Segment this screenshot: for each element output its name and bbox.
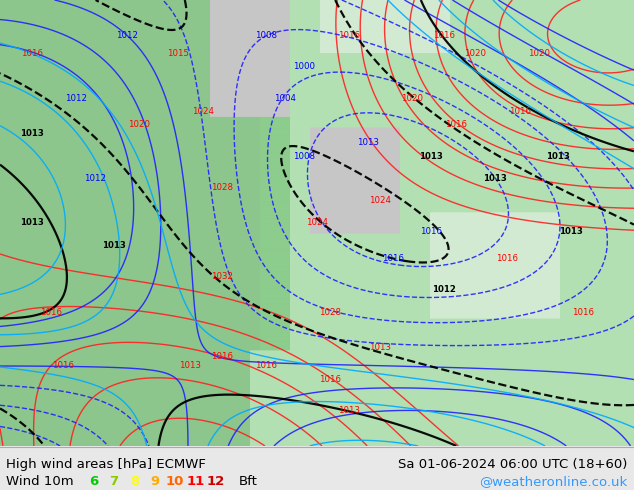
Text: Wind 10m: Wind 10m [6, 475, 74, 488]
Text: 1013: 1013 [20, 219, 44, 227]
Text: 1028: 1028 [319, 308, 340, 317]
Text: 1020: 1020 [528, 49, 550, 58]
Text: 1016: 1016 [446, 121, 467, 129]
Text: 1012: 1012 [116, 31, 138, 40]
Text: 1013: 1013 [559, 227, 583, 236]
Text: 9: 9 [150, 475, 159, 488]
Text: 1012: 1012 [84, 174, 106, 183]
Text: 1020: 1020 [129, 121, 150, 129]
Text: 1013: 1013 [546, 151, 570, 161]
Text: 1020: 1020 [401, 94, 423, 102]
Text: 1024: 1024 [370, 196, 391, 205]
Text: 1016: 1016 [53, 361, 74, 370]
Text: 1012: 1012 [432, 285, 456, 294]
Text: 1013: 1013 [357, 138, 378, 147]
Text: 1016: 1016 [319, 374, 340, 384]
Text: 1015: 1015 [167, 49, 188, 58]
Text: 1013: 1013 [20, 129, 44, 138]
Text: 1016: 1016 [256, 361, 277, 370]
Text: 8: 8 [130, 475, 139, 488]
Text: @weatheronline.co.uk: @weatheronline.co.uk [479, 475, 628, 488]
Text: 1013: 1013 [419, 151, 443, 161]
Text: Bft: Bft [238, 475, 257, 488]
Text: 12: 12 [207, 475, 224, 488]
Text: 1016: 1016 [496, 254, 518, 263]
Text: 1024: 1024 [192, 107, 214, 116]
Text: 1013: 1013 [179, 361, 201, 370]
Text: 6: 6 [89, 475, 98, 488]
Text: 1024: 1024 [306, 219, 328, 227]
Text: High wind areas [hPa] ECMWF: High wind areas [hPa] ECMWF [6, 458, 206, 471]
Text: 1016: 1016 [420, 227, 442, 236]
Text: 1016: 1016 [211, 352, 233, 361]
Text: 1013: 1013 [482, 174, 507, 183]
Text: 11: 11 [186, 475, 204, 488]
Text: 1028: 1028 [211, 183, 233, 192]
Text: 1016: 1016 [573, 308, 594, 317]
Text: 1016: 1016 [509, 107, 531, 116]
Text: 1020: 1020 [465, 49, 486, 58]
Text: 1016: 1016 [338, 31, 359, 40]
Text: 1008: 1008 [256, 31, 277, 40]
Text: 1016: 1016 [21, 49, 42, 58]
Text: 1032: 1032 [211, 272, 233, 281]
Text: 1013: 1013 [338, 406, 359, 415]
Text: 7: 7 [110, 475, 119, 488]
Text: Sa 01-06-2024 06:00 UTC (18+60): Sa 01-06-2024 06:00 UTC (18+60) [398, 458, 628, 471]
Text: 1013: 1013 [102, 241, 126, 250]
Text: 1004: 1004 [275, 94, 296, 102]
Text: 1016: 1016 [382, 254, 404, 263]
Text: 1008: 1008 [294, 151, 315, 161]
Text: 1016: 1016 [433, 31, 455, 40]
Text: 1016: 1016 [40, 308, 61, 317]
Text: 1013: 1013 [370, 343, 391, 352]
Text: 1012: 1012 [65, 94, 87, 102]
Text: 1000: 1000 [294, 62, 315, 72]
Text: 10: 10 [166, 475, 184, 488]
